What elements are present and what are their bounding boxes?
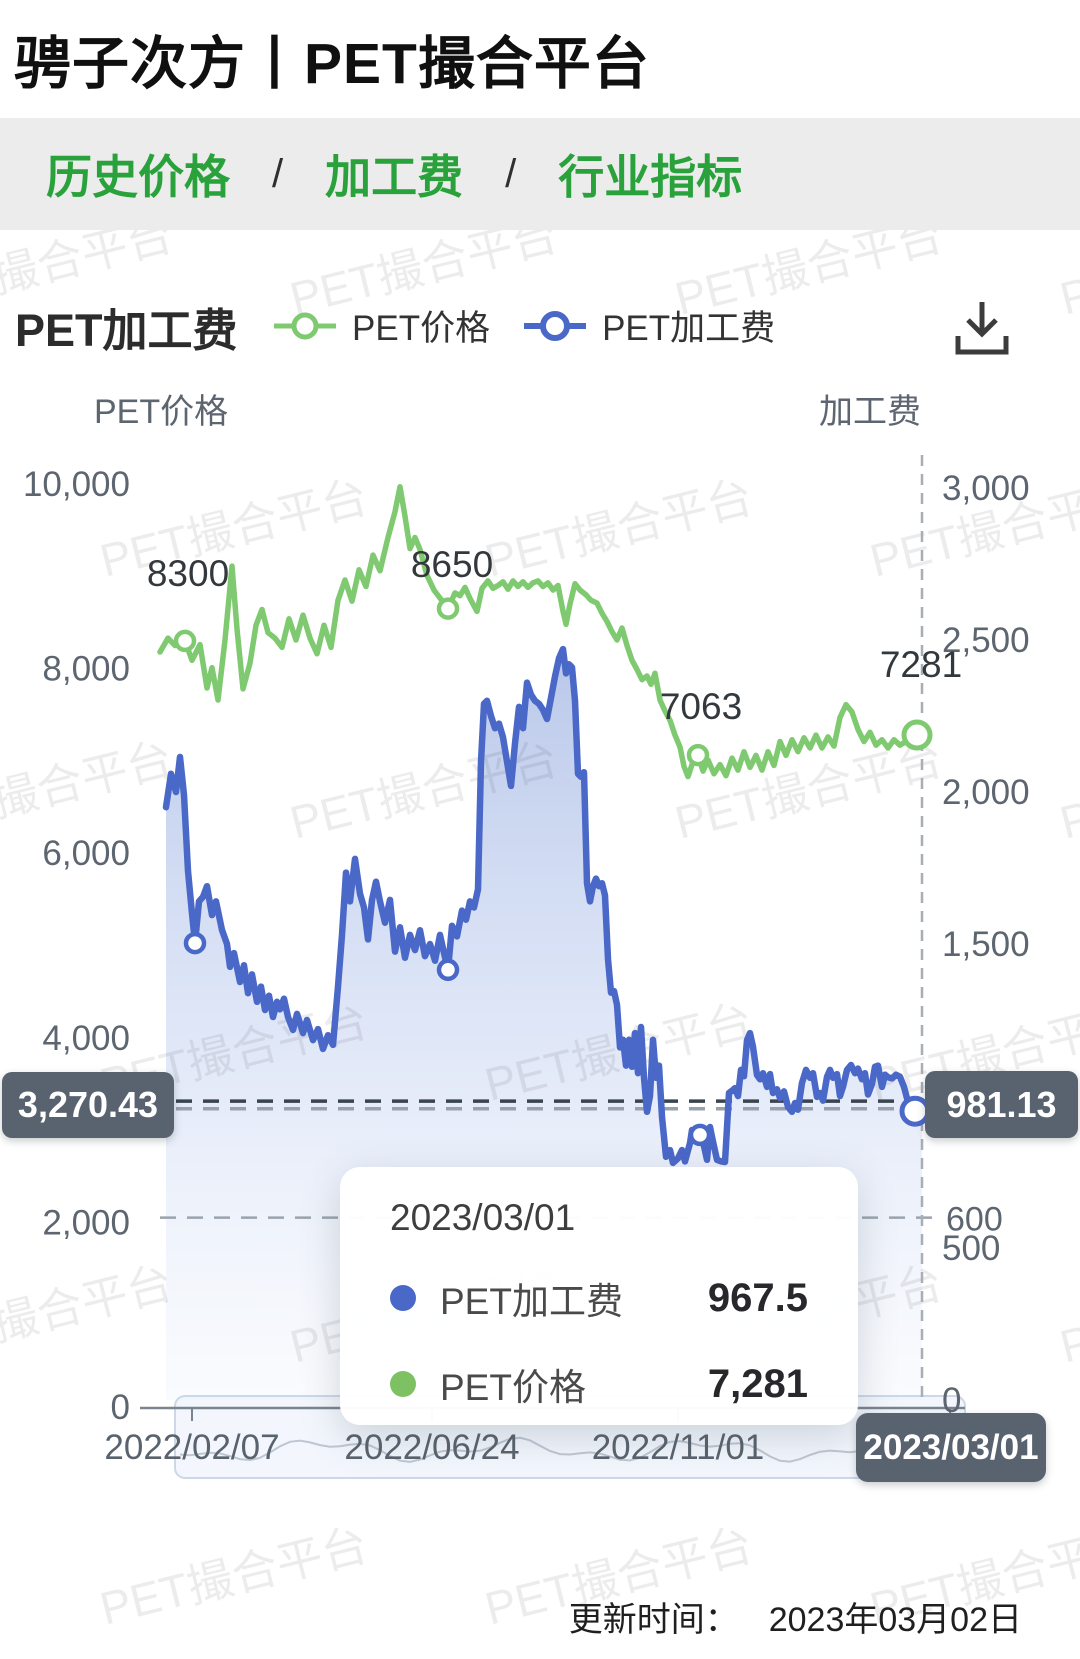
chart-title: PET加工费	[15, 305, 238, 356]
tooltip-series-value: 967.5	[707, 1275, 808, 1320]
series-marker	[436, 597, 460, 620]
nav-tab-history-price[interactable]: 历史价格	[46, 151, 230, 203]
x-tick-label: 2022/11/01	[592, 1428, 765, 1467]
watermark-text: PET撮合平台	[0, 732, 178, 849]
legend-item-processing-fee[interactable]: PET加工费	[522, 300, 775, 351]
series-marker	[901, 719, 933, 751]
right-y-tick-label: 500	[942, 1229, 1000, 1268]
markline-badge-right: 981.13	[925, 1071, 1078, 1138]
series-marker	[183, 931, 207, 955]
series-marker	[173, 629, 197, 653]
watermark-text: PET撮合平台	[0, 1256, 178, 1373]
update-time: 更新时间： 2023年03月02日	[569, 1592, 1022, 1641]
chart-tooltip: 2023/03/01 PET加工费 967.5 PET价格 7,281	[340, 1167, 858, 1425]
right-y-tick-label: 2,000	[942, 773, 1030, 812]
watermark-text: PET撮合平台	[1055, 1256, 1080, 1373]
nav-tab-industry-index[interactable]: 行业指标	[558, 151, 743, 203]
tooltip-series-value: 7,281	[707, 1361, 808, 1406]
series-marker	[436, 958, 460, 982]
right-y-tick-label: 0	[942, 1381, 961, 1420]
left-y-tick-label: 4,000	[42, 1019, 130, 1058]
series-marker	[686, 743, 710, 767]
processing-fee-line	[162, 645, 926, 1167]
series-dot-icon	[390, 1371, 416, 1397]
update-time-label: 更新时间：	[568, 1601, 739, 1639]
tooltip-series-label: PET价格	[440, 1367, 586, 1408]
download-button[interactable]	[948, 298, 1016, 362]
navigator-mini-line	[179, 1436, 961, 1463]
series-marker	[688, 1123, 712, 1147]
line-circle-legend-icon	[524, 310, 587, 341]
tooltip-series-label: PET加工费	[440, 1281, 623, 1322]
tooltip-row: PET价格 7,281	[390, 1357, 808, 1411]
watermark-text: PET撮合平台	[1055, 732, 1080, 849]
legend-label: PET加工费	[602, 309, 776, 348]
x-tick-label: 2022/02/07	[104, 1428, 279, 1467]
left-y-tick-label: 2,000	[42, 1203, 130, 1242]
watermark-text: PET撮合平台	[95, 1518, 373, 1635]
selected-date-badge: 2023/03/01	[856, 1413, 1046, 1482]
tooltip-row: PET加工费 967.5	[390, 1271, 808, 1325]
left-y-tick-label: 0	[111, 1388, 130, 1427]
x-tick-label: 2022/06/24	[344, 1428, 519, 1467]
chart-legend: PET价格 PET加工费	[272, 300, 775, 351]
left-y-tick-label: 6,000	[42, 834, 130, 873]
right-y-tick-label: 1,500	[942, 925, 1030, 964]
nav-bar: 历史价格 / 加工费 / 行业指标	[0, 118, 1080, 230]
download-icon	[955, 302, 1009, 355]
right-y-tick-label: 2,500	[942, 621, 1030, 660]
update-time-value: 2023年03月02日	[768, 1601, 1022, 1639]
right-axis-name: 加工费	[819, 393, 921, 431]
right-y-tick-label: 3,000	[942, 469, 1030, 508]
pet-price-line	[157, 484, 920, 780]
left-y-tick-label: 8,000	[42, 650, 130, 689]
data-point-annotation: 7063	[660, 686, 742, 727]
tooltip-date: 2023/03/01	[390, 1197, 576, 1238]
markline-label-600: 600	[946, 1201, 1003, 1239]
nav-separator: /	[272, 151, 284, 196]
data-point-annotation: 8300	[147, 553, 229, 594]
data-point-annotation: 8650	[411, 544, 493, 585]
legend-item-pet-price[interactable]: PET价格	[272, 300, 490, 351]
markline-badge-left: 3,270.43	[2, 1072, 174, 1138]
app-title: 骋子次方丨PET撮合平台	[14, 32, 650, 96]
left-axis-name: PET价格	[94, 393, 229, 431]
series-dot-icon	[390, 1285, 416, 1311]
left-y-tick-label: 10,000	[23, 465, 130, 504]
line-circle-legend-icon	[274, 312, 336, 339]
nav-separator: /	[505, 151, 517, 196]
data-point-annotation: 7281	[880, 644, 962, 685]
watermark-text: PET撮合平台	[480, 470, 758, 587]
nav-tab-processing-fee[interactable]: 加工费	[325, 151, 464, 203]
legend-label: PET价格	[352, 309, 491, 348]
